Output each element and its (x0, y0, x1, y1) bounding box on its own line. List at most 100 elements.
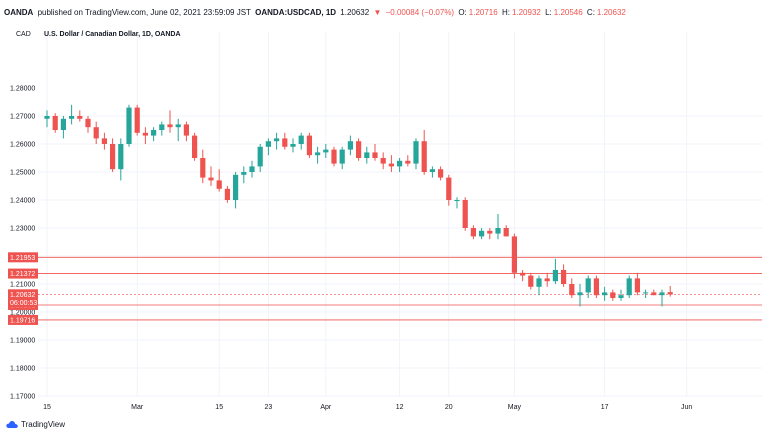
candle-up (413, 141, 419, 164)
candle-down (93, 127, 99, 139)
candle-up (265, 141, 271, 147)
candle-up (618, 295, 624, 298)
candle-down (356, 141, 362, 158)
y-tick-label: 1.17000 (10, 394, 35, 401)
candle-up (536, 278, 542, 287)
low-label: L: (545, 8, 552, 17)
price-level-label: 1.19716 (10, 317, 35, 324)
candle-up (626, 278, 632, 296)
candle-down (544, 278, 550, 282)
y-axis: 1.270001.260001.250001.240001.230001.220… (8, 86, 38, 401)
candle-down (380, 158, 386, 164)
candle-down (503, 228, 509, 237)
candlestick-chart[interactable]: 1.270001.260001.250001.240001.230001.220… (0, 24, 768, 417)
candle-down (331, 149, 337, 164)
currency-label: CAD (16, 31, 31, 38)
candle-up (151, 130, 157, 136)
candle-down (634, 278, 640, 293)
candles (44, 104, 673, 307)
candle-down (438, 169, 444, 178)
candle-up (552, 270, 558, 282)
candle-down (216, 180, 222, 189)
close-value: 1.20632 (596, 8, 626, 17)
candle-up (659, 292, 665, 296)
symbol-label: OANDA:USDCAD, 1D (255, 8, 337, 17)
candle-down (110, 144, 116, 170)
price-change: −0.00084 (−0.07%) (385, 8, 455, 17)
candle-down (167, 124, 173, 128)
x-tick-label: May (508, 404, 522, 411)
candle-down (520, 272, 526, 276)
candle-up (585, 278, 591, 293)
candle-down (282, 138, 288, 147)
candle-up (347, 141, 353, 150)
publisher-name[interactable]: OANDA (4, 8, 34, 17)
high-value: 1.20932 (511, 8, 541, 17)
header-line: OANDA published on TradingView.com, June… (4, 8, 628, 17)
candle-up (298, 135, 304, 144)
candle-down (561, 270, 567, 284)
chart-header: OANDA published on TradingView.com, June… (0, 0, 768, 24)
candle-up (60, 118, 66, 130)
y-tick-label: 1.20000 (10, 310, 35, 317)
candle-down (306, 135, 312, 156)
candle-down (667, 292, 673, 295)
candle-up (274, 138, 280, 142)
candle-up (44, 116, 50, 119)
candle-up (69, 116, 75, 119)
y-tick-label: 1.27000 (10, 114, 35, 121)
candle-up (479, 230, 485, 237)
candle-down (224, 188, 230, 200)
candle-down (101, 138, 107, 144)
open-value: 1.20716 (468, 8, 498, 17)
candle-up (397, 160, 403, 167)
candle-up (429, 169, 435, 172)
x-tick-label: 17 (601, 404, 609, 411)
price-level-label: 1.21372 (10, 271, 35, 278)
candle-up (495, 228, 501, 234)
price-level-lines (38, 256, 762, 321)
grid-lines (38, 32, 762, 397)
candle-up (126, 107, 132, 144)
x-tick-label: Jun (681, 404, 692, 411)
y-tick-label: 1.24000 (10, 198, 35, 205)
y-tick-label: 1.21000 (10, 282, 35, 289)
candle-down (200, 158, 206, 178)
candle-up (175, 124, 181, 128)
candle-up (159, 124, 165, 130)
candle-up (257, 146, 263, 167)
candle-up (364, 152, 370, 158)
candle-down (85, 118, 91, 128)
close-label: C: (586, 8, 595, 17)
tradingview-logo[interactable]: TradingView (6, 420, 65, 429)
x-tick-label: 23 (265, 404, 273, 411)
chart-title: U.S. Dollar / Canadian Dollar, 1D, OANDA (44, 31, 181, 38)
x-tick-label: 15 (43, 404, 51, 411)
footer: TradingView (0, 417, 768, 435)
candle-down (372, 152, 378, 158)
price-level-label: 1.21953 (10, 255, 35, 262)
price-level-badge (8, 314, 38, 325)
y-tick-label: 1.19000 (10, 338, 35, 345)
y-tick-label: 1.28000 (10, 86, 35, 93)
y-tick-label: 1.23000 (10, 226, 35, 233)
candle-up (339, 149, 345, 164)
x-tick-label: 15 (215, 404, 223, 411)
candle-down (134, 107, 140, 133)
candle-down (470, 228, 476, 237)
candle-up (577, 292, 583, 296)
y-tick-label: 1.26000 (10, 142, 35, 149)
brand-name: TradingView (21, 420, 66, 429)
candle-up (315, 152, 321, 156)
change-arrow-icon: ▼ (373, 8, 382, 17)
candle-down (192, 135, 198, 158)
high-label: H: (501, 8, 510, 17)
candle-down (388, 163, 394, 167)
price-level-badge (8, 268, 38, 279)
candle-down (610, 292, 616, 298)
candle-down (511, 236, 517, 273)
x-tick-label: 20 (445, 404, 453, 411)
candle-down (52, 116, 58, 130)
published-text: published on TradingView.com, June 02, 2… (37, 8, 251, 17)
x-axis: 15 Mar 15 23 Apr 12 20 May 17 Jun (43, 404, 692, 411)
